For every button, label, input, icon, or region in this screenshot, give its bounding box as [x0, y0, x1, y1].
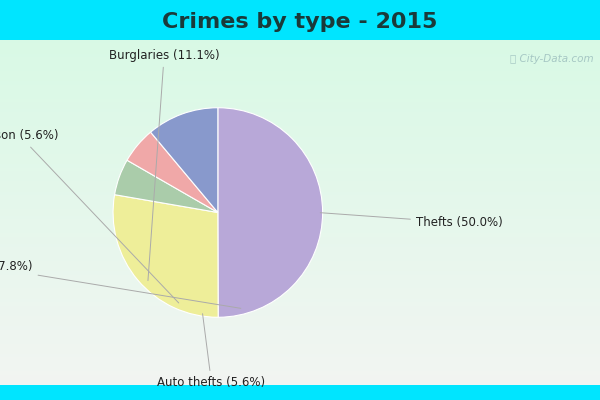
Text: Auto thefts (5.6%): Auto thefts (5.6%): [157, 314, 266, 389]
Wedge shape: [115, 160, 218, 212]
Wedge shape: [151, 108, 218, 212]
Text: Arson (5.6%): Arson (5.6%): [0, 129, 179, 303]
Text: Thefts (50.0%): Thefts (50.0%): [320, 213, 503, 229]
Wedge shape: [218, 108, 323, 317]
Text: ⓘ City-Data.com: ⓘ City-Data.com: [511, 54, 594, 64]
Wedge shape: [113, 195, 218, 317]
Wedge shape: [127, 132, 218, 212]
Text: Crimes by type - 2015: Crimes by type - 2015: [163, 12, 437, 32]
Text: Assaults (27.8%): Assaults (27.8%): [0, 260, 241, 308]
Text: Burglaries (11.1%): Burglaries (11.1%): [109, 49, 220, 280]
